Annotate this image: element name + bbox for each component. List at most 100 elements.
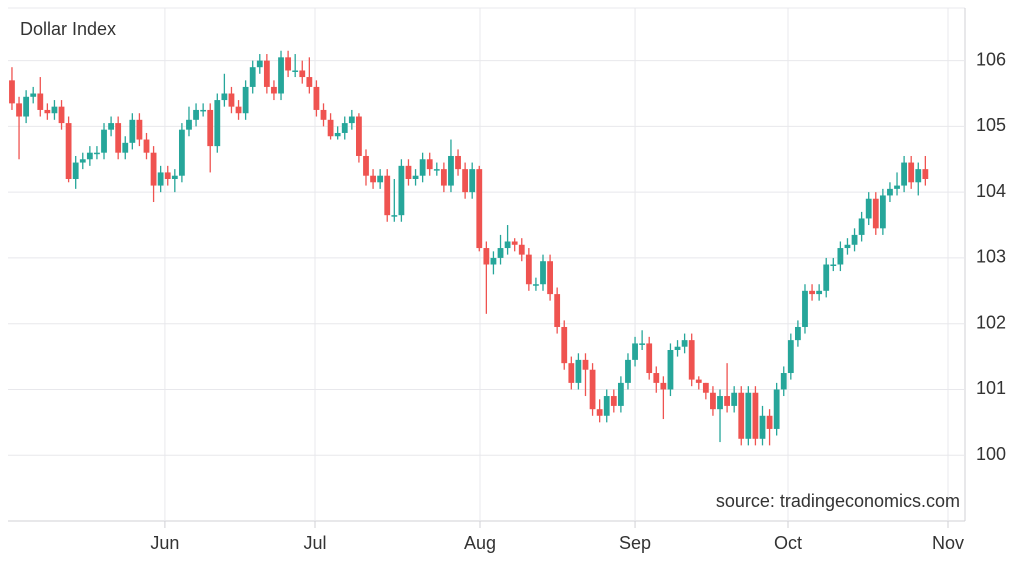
candle-body	[299, 70, 306, 78]
x-tick-label: Jul	[304, 533, 327, 553]
candle-body	[695, 379, 702, 383]
candle-body	[207, 109, 214, 147]
candle-body	[525, 254, 532, 285]
candle-body	[809, 290, 815, 295]
candle-body	[249, 67, 256, 87]
candle-body	[773, 389, 780, 429]
candle-body	[702, 382, 709, 393]
candle-body	[377, 175, 384, 183]
candle-body	[9, 80, 15, 104]
candle-body	[476, 169, 483, 249]
candle-body	[356, 116, 362, 156]
x-tick-label: Aug	[464, 533, 496, 553]
candle-body	[129, 119, 136, 143]
candle-body	[412, 175, 419, 179]
candle-body	[242, 86, 249, 114]
candle-body	[143, 139, 150, 153]
candle-body	[589, 369, 596, 410]
candle-body	[292, 70, 299, 72]
candle-body	[794, 326, 801, 341]
candle-body	[271, 86, 277, 94]
candle-body	[235, 106, 242, 114]
candle-body	[533, 284, 539, 286]
candle-body	[610, 396, 617, 406]
candle-body	[94, 152, 100, 155]
candle-body	[469, 169, 476, 193]
candle-body	[759, 415, 766, 439]
candle-body	[334, 132, 341, 137]
candle-body	[915, 169, 922, 183]
candle-body	[490, 257, 497, 265]
candle-body	[738, 392, 745, 439]
candle-body	[497, 248, 504, 258]
candle-body	[865, 198, 872, 219]
candle-body	[101, 129, 107, 153]
candle-body	[433, 169, 440, 171]
candle-body	[363, 155, 369, 176]
candle-body	[306, 77, 313, 87]
candle-body	[575, 359, 582, 383]
candle-body	[193, 109, 199, 120]
candle-body	[79, 159, 86, 163]
grid-layer	[8, 7, 966, 528]
y-tick-label: 104	[976, 181, 1006, 201]
y-tick-label: 100	[976, 444, 1006, 464]
candle-body	[646, 343, 653, 374]
candle-body	[440, 169, 447, 186]
x-tick-label: Jun	[150, 533, 179, 553]
candle-body	[603, 396, 610, 416]
candle-body	[455, 155, 461, 170]
candle-body	[164, 172, 171, 179]
candle-body	[327, 119, 334, 137]
candle-body	[278, 57, 284, 94]
candle-body	[448, 155, 454, 186]
candle-body	[462, 169, 469, 193]
candle-body	[483, 248, 490, 265]
candle-body	[37, 93, 44, 110]
candle-body	[908, 162, 915, 183]
candle-body	[263, 60, 270, 87]
candle-body	[844, 244, 851, 249]
source-note: source: tradingeconomics.com	[716, 491, 960, 511]
candle-body	[582, 359, 589, 370]
candle-body	[518, 244, 525, 255]
candle-body	[214, 100, 221, 147]
candle-body	[122, 142, 129, 153]
candle-body	[681, 340, 688, 347]
candle-body	[285, 57, 292, 71]
y-tick-label: 103	[976, 247, 1006, 267]
candle-body	[901, 162, 908, 186]
candle-body	[596, 409, 603, 416]
candle-body	[554, 294, 561, 327]
candle-body	[136, 119, 143, 140]
candle-body	[568, 363, 575, 383]
candle-body	[872, 198, 879, 229]
candle-body	[391, 215, 398, 217]
chart-title: Dollar Index	[20, 19, 116, 39]
candle-body	[674, 346, 681, 350]
candle-body	[228, 93, 235, 107]
candle-body	[384, 175, 391, 216]
candle-body	[731, 392, 738, 406]
candle-body	[540, 261, 546, 285]
candle-body	[398, 165, 405, 216]
candle-body	[617, 382, 624, 406]
candle-body	[837, 248, 844, 265]
candle-body	[561, 326, 568, 364]
candle-body	[830, 264, 837, 266]
candle-body	[879, 195, 886, 229]
x-tick-label: Oct	[774, 533, 802, 553]
y-tick-label: 101	[976, 378, 1006, 398]
candle-body	[108, 123, 114, 130]
candle-body	[221, 93, 228, 101]
candle-body	[86, 152, 93, 160]
x-tick-label: Nov	[932, 533, 964, 553]
candle-body	[745, 392, 752, 439]
candle-body	[766, 415, 773, 429]
candle-body	[157, 172, 164, 186]
candle-body	[660, 382, 667, 390]
y-tick-label: 105	[976, 115, 1006, 135]
